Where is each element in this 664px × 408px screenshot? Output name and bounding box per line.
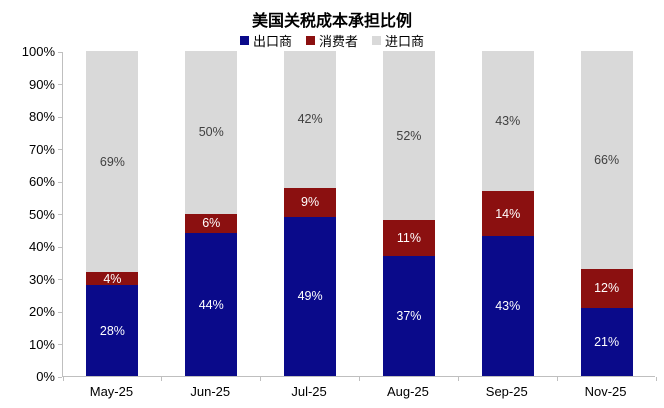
bar-value-label: 42% — [297, 112, 323, 127]
y-axis-label: 60% — [28, 174, 55, 189]
bar-value-label: 43% — [495, 299, 521, 314]
bar-value-label: 52% — [396, 128, 422, 143]
y-axis-tick — [58, 149, 62, 150]
bar-segment-exporter: 43% — [481, 236, 534, 376]
stacked-bar-Aug-25: 37% 11% 52% — [382, 51, 435, 376]
bar-segment-importer: 66% — [580, 51, 633, 269]
bar-segment-consumer: 12% — [580, 268, 633, 308]
bar-value-label: 6% — [202, 216, 221, 231]
legend-swatch-exporter — [239, 36, 249, 45]
bar-segment-importer: 42% — [284, 51, 337, 188]
y-axis-tick — [58, 181, 62, 183]
plot-area: 28% 4% 69% 44% 6% 50% 49% 9% 42% 37% 11% 52% 43% 14% 4… — [58, 51, 657, 381]
chart-legend: 出口商 消费者 进口商 — [0, 31, 664, 50]
stacked-bar-Jun-25: 44% 6% 50% — [185, 51, 238, 376]
legend-item-consumer: 消费者 — [305, 31, 358, 50]
x-axis-tick — [62, 377, 64, 381]
bar-value-label: 69% — [99, 154, 125, 169]
y-axis-tick — [58, 214, 62, 215]
y-axis-tick — [58, 279, 62, 280]
y-axis-label: 90% — [28, 76, 55, 92]
x-axis-label: Aug-25 — [386, 384, 429, 399]
bar-value-label: 21% — [594, 334, 620, 349]
legend-label: 进口商 — [385, 34, 425, 49]
bar-segment-consumer: 4% — [86, 271, 139, 286]
bar-segment-importer: 52% — [382, 51, 435, 220]
y-axis-tick — [58, 376, 62, 378]
x-axis-tick — [457, 377, 459, 381]
y-axis-tick — [58, 246, 62, 248]
x-axis-tick — [260, 377, 262, 381]
bar-value-label: 14% — [495, 206, 521, 221]
bar-segment-exporter: 37% — [382, 255, 435, 376]
bar-segment-importer: 69% — [86, 51, 139, 272]
y-axis-tick — [58, 84, 62, 85]
y-axis-tick — [58, 344, 62, 345]
stacked-bar-May-25: 28% 4% 69% — [86, 51, 139, 376]
bar-value-label: 12% — [594, 281, 620, 296]
y-axis-label: 10% — [28, 336, 55, 352]
legend-swatch-importer — [372, 36, 381, 45]
stacked-bar-Sep-25: 43% 14% 43% — [481, 51, 534, 376]
x-axis-tick — [359, 377, 360, 381]
stacked-bar-Jul-25: 49% 9% 42% — [284, 51, 337, 376]
bar-value-label: 43% — [495, 113, 521, 128]
y-axis-label: 40% — [28, 239, 55, 254]
x-axis-tick — [655, 377, 657, 381]
legend-item-importer: 进口商 — [372, 31, 424, 50]
x-axis-tick — [161, 377, 163, 381]
x-axis-label: May-25 — [89, 384, 134, 399]
legend-swatch-consumer — [305, 36, 315, 45]
bar-segment-importer: 43% — [481, 51, 534, 191]
bar-segment-exporter: 44% — [185, 233, 238, 376]
bar-segment-importer: 50% — [185, 51, 238, 214]
y-axis-tick — [58, 116, 62, 118]
y-axis-label: 30% — [28, 271, 55, 287]
y-axis-label: 100% — [21, 44, 55, 59]
y-axis-label: 20% — [28, 304, 55, 319]
x-axis-label: Jun-25 — [190, 384, 231, 399]
x-axis-label: Nov-25 — [584, 384, 627, 399]
y-axis-label: 0% — [36, 369, 55, 384]
x-axis-label: Sep-25 — [485, 384, 528, 399]
bar-value-label: 28% — [99, 323, 125, 338]
chart-title: 美国关税成本承担比例 — [251, 13, 412, 30]
legend-label: 消费者 — [318, 34, 358, 49]
bar-segment-consumer: 6% — [185, 213, 238, 233]
bar-value-label: 44% — [198, 297, 224, 312]
y-axis-tick — [58, 311, 62, 313]
legend-item-exporter: 出口商 — [239, 31, 292, 50]
legend-label: 出口商 — [252, 34, 292, 49]
y-axis-label: 70% — [28, 141, 55, 157]
y-axis-label: 50% — [28, 206, 55, 222]
bar-value-label: 37% — [396, 308, 422, 323]
bar-segment-exporter: 28% — [86, 285, 139, 376]
bar-value-label: 9% — [301, 195, 320, 210]
bar-segment-consumer: 9% — [284, 187, 337, 217]
bar-segment-consumer: 14% — [481, 190, 534, 237]
x-axis-tick — [556, 377, 558, 381]
y-axis-tick — [58, 51, 62, 53]
bar-value-label: 11% — [396, 230, 421, 245]
bar-segment-consumer: 11% — [382, 220, 435, 256]
y-axis-label: 80% — [28, 109, 55, 124]
stacked-bar-Nov-25: 21% 12% 66% — [580, 51, 633, 376]
bar-segment-exporter: 49% — [284, 216, 337, 376]
x-axis-label: Jul-25 — [291, 384, 327, 399]
bar-value-label: 49% — [297, 289, 323, 304]
bar-value-label: 4% — [103, 271, 122, 286]
bar-value-label: 50% — [198, 125, 224, 140]
bar-value-label: 66% — [594, 152, 620, 167]
bar-segment-exporter: 21% — [580, 307, 633, 376]
